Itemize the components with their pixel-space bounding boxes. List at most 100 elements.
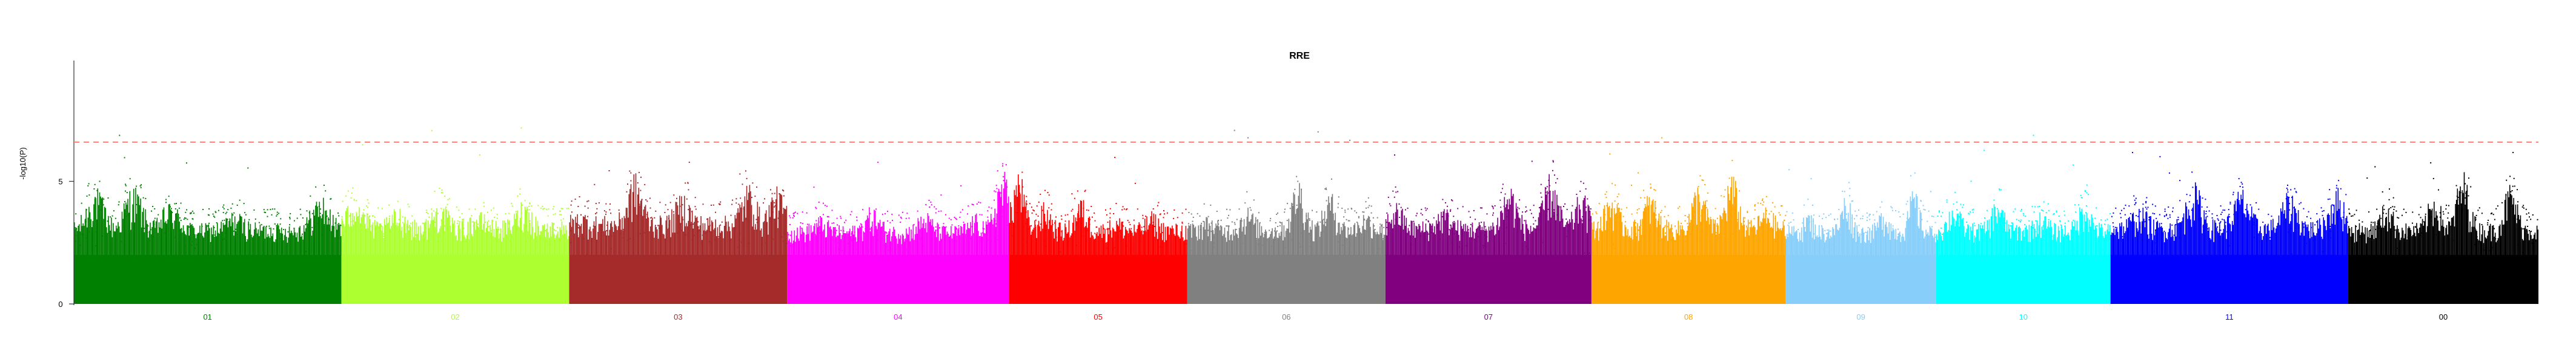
- point: [1898, 211, 1900, 213]
- point: [1133, 219, 1135, 221]
- point: [1482, 247, 1484, 249]
- point: [222, 225, 224, 227]
- point-column: [1343, 222, 1345, 255]
- point-column: [2008, 224, 2010, 255]
- point-column: [2292, 196, 2293, 255]
- point: [1438, 226, 1439, 228]
- point: [1486, 236, 1488, 238]
- point-column: [2485, 237, 2486, 255]
- point-column: [1615, 214, 1616, 255]
- point: [2063, 210, 2065, 212]
- point: [1500, 206, 1502, 208]
- point: [1292, 214, 1294, 216]
- point: [1615, 184, 1616, 186]
- point-column: [2328, 213, 2329, 255]
- point-column: [1678, 220, 1679, 255]
- point-column: [1616, 213, 1617, 255]
- point: [1956, 201, 1957, 203]
- point-column: [572, 219, 573, 255]
- point-column: [275, 239, 276, 255]
- point-column: [2254, 214, 2256, 255]
- point: [2043, 235, 2045, 237]
- point-column: [1728, 194, 1730, 255]
- point: [1664, 225, 1666, 227]
- point-column: [188, 236, 190, 255]
- point-column: [2417, 228, 2418, 255]
- point: [978, 202, 980, 203]
- point: [276, 225, 277, 226]
- point-column: [674, 232, 676, 255]
- point: [1128, 222, 1130, 223]
- point-column: [1682, 229, 1684, 255]
- point-column: [2469, 221, 2471, 255]
- point-column: [2126, 228, 2128, 255]
- point: [2217, 218, 2219, 220]
- point-column: [1481, 226, 1483, 255]
- point-column: [1456, 231, 1458, 255]
- point-column: [2216, 228, 2217, 255]
- point: [2474, 228, 2476, 229]
- point: [434, 191, 436, 193]
- point-column: [1399, 225, 1401, 255]
- point-column: [899, 239, 900, 255]
- x-tick-label-07: 07: [1484, 312, 1493, 321]
- point-column: [2444, 235, 2446, 255]
- point-column: [1362, 226, 1363, 255]
- point: [739, 233, 741, 235]
- point: [1813, 214, 1814, 216]
- point-column: [132, 204, 133, 255]
- point: [976, 203, 978, 205]
- point: [528, 205, 530, 207]
- point-column: [1784, 225, 1785, 255]
- point: [483, 202, 485, 203]
- point-column: [1554, 190, 1556, 255]
- point: [1399, 217, 1401, 219]
- point-column: [2119, 223, 2120, 255]
- point-column: [1354, 223, 1356, 255]
- point-column: [720, 232, 721, 255]
- point: [2290, 228, 2292, 229]
- point: [1492, 205, 1493, 207]
- point-column: [1380, 232, 1382, 255]
- point: [1407, 207, 1409, 209]
- point: [153, 223, 155, 225]
- point-column: [1296, 208, 1298, 255]
- point: [1640, 197, 1642, 199]
- point-column: [904, 241, 905, 255]
- point-column: [2455, 204, 2456, 255]
- point: [329, 229, 330, 231]
- point: [2146, 197, 2148, 199]
- point: [190, 212, 191, 214]
- point-column: [2052, 240, 2053, 255]
- point: [1210, 222, 1212, 224]
- point-column: [103, 219, 104, 255]
- point: [1383, 238, 1384, 240]
- point-column: [2100, 228, 2101, 255]
- point: [1533, 205, 1535, 206]
- point-column: [432, 220, 434, 255]
- point: [1606, 205, 1608, 206]
- point-column: [105, 208, 106, 255]
- point-column: [1029, 225, 1031, 255]
- point: [1527, 232, 1529, 234]
- point: [794, 216, 795, 217]
- point: [2075, 211, 2077, 213]
- point-column: [1858, 236, 1860, 255]
- point: [351, 192, 353, 194]
- point-column: [1578, 223, 1579, 255]
- point: [1383, 226, 1385, 228]
- point-column: [362, 214, 363, 255]
- point-column: [2514, 214, 2515, 255]
- point-column: [2302, 221, 2303, 255]
- point-column: [1816, 235, 1818, 255]
- point: [1914, 172, 1916, 174]
- point: [124, 201, 125, 203]
- point-column: [2322, 239, 2323, 255]
- point-column: [1526, 224, 1527, 255]
- point: [446, 203, 448, 205]
- point-column: [267, 234, 269, 255]
- point-column: [433, 217, 435, 255]
- point-column: [1045, 221, 1046, 255]
- point-column: [1537, 225, 1538, 255]
- point: [814, 234, 816, 236]
